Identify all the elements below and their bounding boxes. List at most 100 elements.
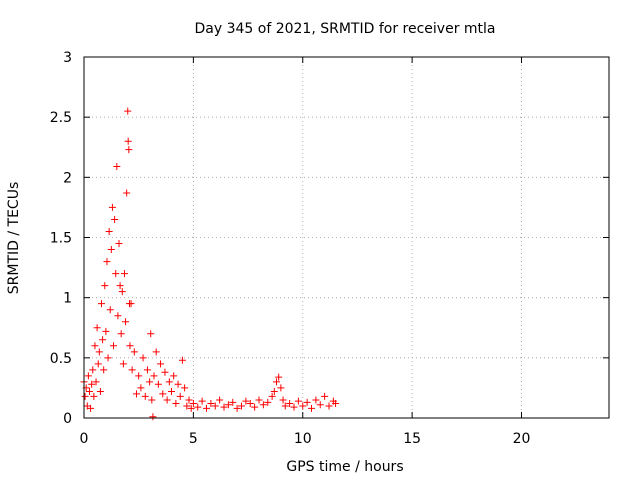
data-point <box>203 404 210 412</box>
data-point <box>98 300 105 308</box>
data-point <box>312 396 320 404</box>
data-point <box>189 400 197 408</box>
data-point <box>118 288 126 296</box>
y-tick-label: 3 <box>63 50 72 66</box>
data-point <box>120 270 128 278</box>
data-point <box>119 360 127 368</box>
y-tick-labels: 0 0.5 1 1.5 2 2.5 3 <box>50 50 72 427</box>
y-tick-label: 2.5 <box>50 110 72 126</box>
data-point <box>92 378 100 386</box>
data-point <box>87 404 95 412</box>
data-point <box>157 360 165 368</box>
data-point <box>316 401 324 409</box>
data-point <box>96 388 104 396</box>
data-point <box>224 401 232 409</box>
data-point <box>101 282 109 290</box>
data-point <box>149 413 157 421</box>
y-tick-label: 0.5 <box>50 351 72 367</box>
data-point <box>325 402 333 410</box>
data-point <box>124 137 132 145</box>
data-point <box>170 372 178 380</box>
data-point <box>198 397 206 405</box>
data-point <box>105 227 113 235</box>
data-point <box>141 392 149 400</box>
data-point <box>277 384 285 392</box>
data-point <box>100 366 108 374</box>
data-point <box>259 401 267 409</box>
data-point <box>113 163 121 171</box>
data-point <box>107 246 115 254</box>
data-point <box>117 330 125 338</box>
data-point <box>275 373 283 381</box>
data-point <box>106 306 114 314</box>
data-point <box>229 398 237 406</box>
data-point <box>163 396 171 404</box>
data-point <box>81 392 89 400</box>
data-point <box>194 403 202 411</box>
data-point <box>112 270 120 278</box>
data-point <box>143 366 151 374</box>
data-point <box>154 380 162 388</box>
data-point <box>89 366 97 374</box>
data-point <box>255 396 263 404</box>
data-point <box>178 356 186 364</box>
x-tick-label: 10 <box>294 431 312 447</box>
data-point <box>161 368 169 376</box>
x-tick-label: 0 <box>80 431 89 447</box>
data-point <box>242 397 250 405</box>
data-point <box>114 312 122 320</box>
data-point <box>174 380 182 388</box>
data-point <box>133 390 140 398</box>
y-axis-label: SRMTID / TECUs <box>6 182 22 295</box>
data-point <box>135 372 143 380</box>
data-point <box>104 354 112 362</box>
data-point <box>211 402 219 410</box>
data-point <box>303 398 311 406</box>
data-point <box>172 400 180 408</box>
data-point <box>246 400 254 408</box>
data-point <box>95 348 103 356</box>
data-point <box>147 330 155 338</box>
data-point <box>115 240 123 248</box>
data-point <box>299 402 307 410</box>
y-tick-label: 0 <box>63 411 72 427</box>
data-point <box>165 378 173 386</box>
data-point <box>128 366 136 374</box>
data-point <box>281 402 289 410</box>
data-point <box>308 404 315 412</box>
x-tick-label: 20 <box>513 431 531 447</box>
data-point <box>99 336 107 344</box>
data-point <box>139 354 147 362</box>
data-point <box>125 146 133 154</box>
data-point <box>207 400 215 408</box>
data-point <box>111 215 119 223</box>
data-point <box>294 397 302 405</box>
data-point <box>233 404 241 412</box>
data-point <box>103 258 111 266</box>
x-axis-label: GPS time / hours <box>286 459 403 475</box>
data-point <box>85 388 93 396</box>
data-point <box>286 400 294 408</box>
axis-ticks <box>83 56 609 419</box>
data-point <box>126 342 134 350</box>
data-point <box>152 348 160 356</box>
data-point <box>93 324 101 332</box>
data-point <box>168 388 175 396</box>
data-point <box>116 282 124 290</box>
data-point <box>321 392 329 400</box>
y-tick-label: 2 <box>63 170 72 186</box>
y-tick-label: 1 <box>63 291 72 307</box>
data-point <box>102 327 110 335</box>
data-point <box>130 348 138 356</box>
data-point <box>264 398 272 406</box>
data-point <box>251 403 259 411</box>
data-point <box>332 400 340 408</box>
data-point <box>183 402 191 410</box>
data-points <box>80 107 340 421</box>
data-point <box>84 372 92 380</box>
data-point <box>146 378 154 386</box>
x-tick-labels: 0 5 10 15 20 <box>80 431 531 447</box>
data-point <box>91 342 99 350</box>
data-point <box>187 404 195 412</box>
